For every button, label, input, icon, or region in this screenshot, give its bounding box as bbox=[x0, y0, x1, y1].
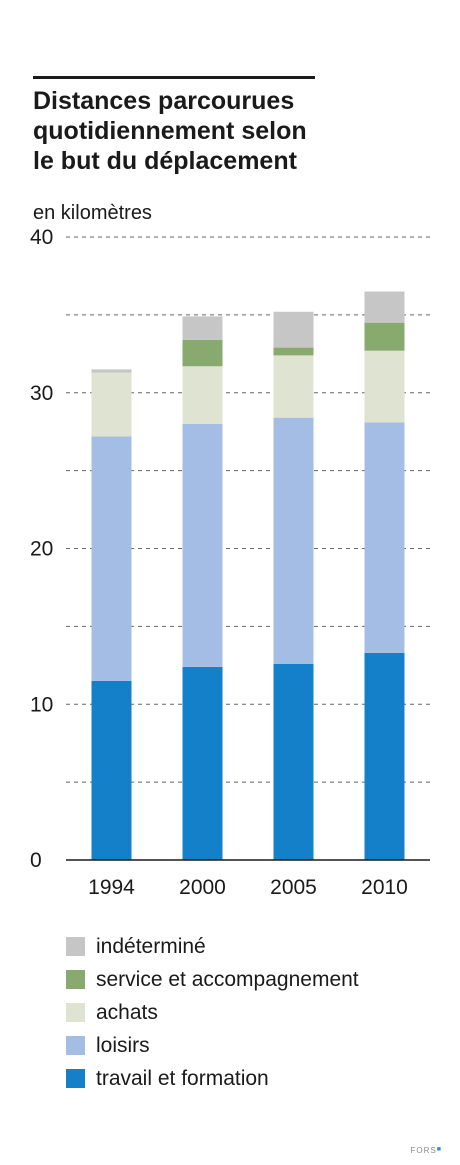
y-tick-label-40: 40 bbox=[30, 226, 53, 249]
legend-label: indéterminé bbox=[96, 935, 206, 958]
legend-item: indéterminé bbox=[66, 930, 359, 963]
legend-label: service et accompagnement bbox=[96, 968, 359, 991]
y-tick-label-30: 30 bbox=[30, 382, 53, 405]
bar-segment-2000-0 bbox=[182, 666, 223, 860]
title-rule bbox=[33, 76, 315, 79]
bar-segment-1994-0 bbox=[91, 680, 132, 860]
legend-label: loisirs bbox=[96, 1034, 150, 1057]
chart-title-line-3: le but du déplacement bbox=[33, 147, 297, 175]
y-tick-label-10: 10 bbox=[30, 693, 53, 716]
bar-segment-2000-1 bbox=[182, 423, 223, 667]
bar-segment-1994-1 bbox=[91, 436, 132, 681]
bar-segment-2005-2 bbox=[273, 355, 314, 418]
x-tick-label-2000: 2000 bbox=[179, 876, 226, 899]
bar-segment-2010-1 bbox=[364, 422, 405, 653]
legend-item: travail et formation bbox=[66, 1062, 359, 1095]
bar-segment-2010-2 bbox=[364, 350, 405, 423]
legend-swatch bbox=[66, 937, 85, 956]
x-tick-label-1994: 1994 bbox=[88, 876, 135, 899]
bar-segment-1994-4 bbox=[91, 369, 132, 373]
source-label: FORS■ bbox=[410, 1146, 442, 1155]
y-tick-label-0: 0 bbox=[30, 849, 42, 872]
x-tick-label-2010: 2010 bbox=[361, 876, 408, 899]
legend-label: achats bbox=[96, 1001, 158, 1024]
bar-segment-2010-0 bbox=[364, 652, 405, 860]
bar-segment-2000-2 bbox=[182, 366, 223, 424]
x-tick-label-2005: 2005 bbox=[270, 876, 317, 899]
legend-swatch bbox=[66, 1069, 85, 1088]
legend-label: travail et formation bbox=[96, 1067, 269, 1090]
legend: indéterminé service et accompagnement acha… bbox=[66, 930, 359, 1095]
bar-segment-2000-3 bbox=[182, 339, 223, 367]
y-tick-label-20: 20 bbox=[30, 538, 53, 561]
legend-item: achats bbox=[66, 996, 359, 1029]
chart-title-line-1: Distances parcourues bbox=[33, 87, 295, 115]
legend-swatch bbox=[66, 1003, 85, 1022]
bar-segment-2000-4 bbox=[182, 316, 223, 340]
bar-segment-2010-3 bbox=[364, 322, 405, 351]
bar-segment-1994-2 bbox=[91, 372, 132, 437]
legend-item: service et accompagnement bbox=[66, 963, 359, 996]
bar-segment-2010-4 bbox=[364, 291, 405, 323]
legend-swatch bbox=[66, 1036, 85, 1055]
legend-swatch bbox=[66, 970, 85, 989]
unit-label: en kilomètres bbox=[33, 202, 152, 224]
bar-segment-2005-1 bbox=[273, 417, 314, 664]
chart-title-line-2: quotidiennement selon bbox=[33, 117, 307, 145]
stacked-bar-chart: 0 10 20 30 40 1994 2000 2005 2010 bbox=[30, 226, 430, 899]
chart-title: Distances parcourues quotidiennement sel… bbox=[33, 86, 433, 176]
bar-segment-2005-0 bbox=[273, 663, 314, 860]
bar-segment-2005-4 bbox=[273, 311, 314, 348]
legend-item: loisirs bbox=[66, 1029, 359, 1062]
bar-segment-2005-3 bbox=[273, 347, 314, 356]
